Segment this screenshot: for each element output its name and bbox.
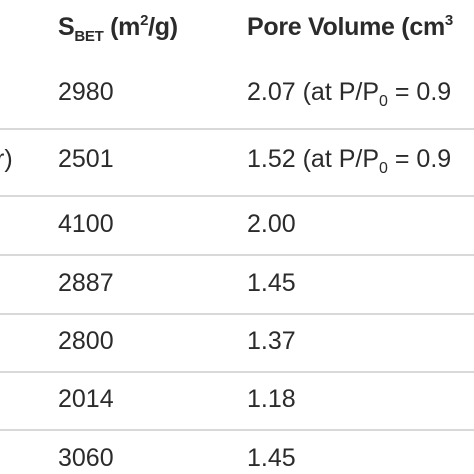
header-sbet: SBET (m2/g) xyxy=(58,12,178,45)
row-divider xyxy=(0,128,474,130)
first-column-fragment: r) xyxy=(0,145,13,173)
sbet-value: 3060 xyxy=(58,444,114,472)
row-divider xyxy=(0,371,474,373)
sbet-value: 2800 xyxy=(58,327,114,355)
pore-volume-value: 2.07 (at P/P0 = 0.9 xyxy=(247,78,452,110)
pore-volume-value: 1.45 xyxy=(247,269,296,297)
row-divider xyxy=(0,195,474,197)
table-row: 2980 2.07 (at P/P0 = 0.9 xyxy=(0,64,474,122)
pore-volume-value: 1.52 (at P/P0 = 0.9 xyxy=(247,145,452,177)
sbet-value: 2014 xyxy=(58,385,114,413)
table-row: 4100 2.00 xyxy=(0,196,474,254)
table-header: SBET (m2/g) Pore Volume (cm3 xyxy=(0,0,474,58)
pore-volume-value: 1.18 xyxy=(247,385,296,413)
row-divider xyxy=(0,254,474,256)
sbet-value: 4100 xyxy=(58,210,114,238)
table-row: 2887 1.45 xyxy=(0,255,474,313)
table-row: 3060 1.45 xyxy=(0,430,474,474)
pore-volume-value: 1.45 xyxy=(247,444,296,472)
pore-volume-value: 2.00 xyxy=(247,210,296,238)
row-divider xyxy=(0,313,474,315)
header-pore-volume: Pore Volume (cm3 xyxy=(247,12,453,41)
sbet-value: 2980 xyxy=(58,78,114,106)
table-row: 2800 1.37 xyxy=(0,313,474,371)
pore-volume-value: 1.37 xyxy=(247,327,296,355)
table-row: r) 2501 1.52 (at P/P0 = 0.9 xyxy=(0,131,474,189)
row-divider xyxy=(0,429,474,431)
table-row: 2014 1.18 xyxy=(0,371,474,429)
sbet-value: 2501 xyxy=(58,145,114,173)
sbet-value: 2887 xyxy=(58,269,114,297)
